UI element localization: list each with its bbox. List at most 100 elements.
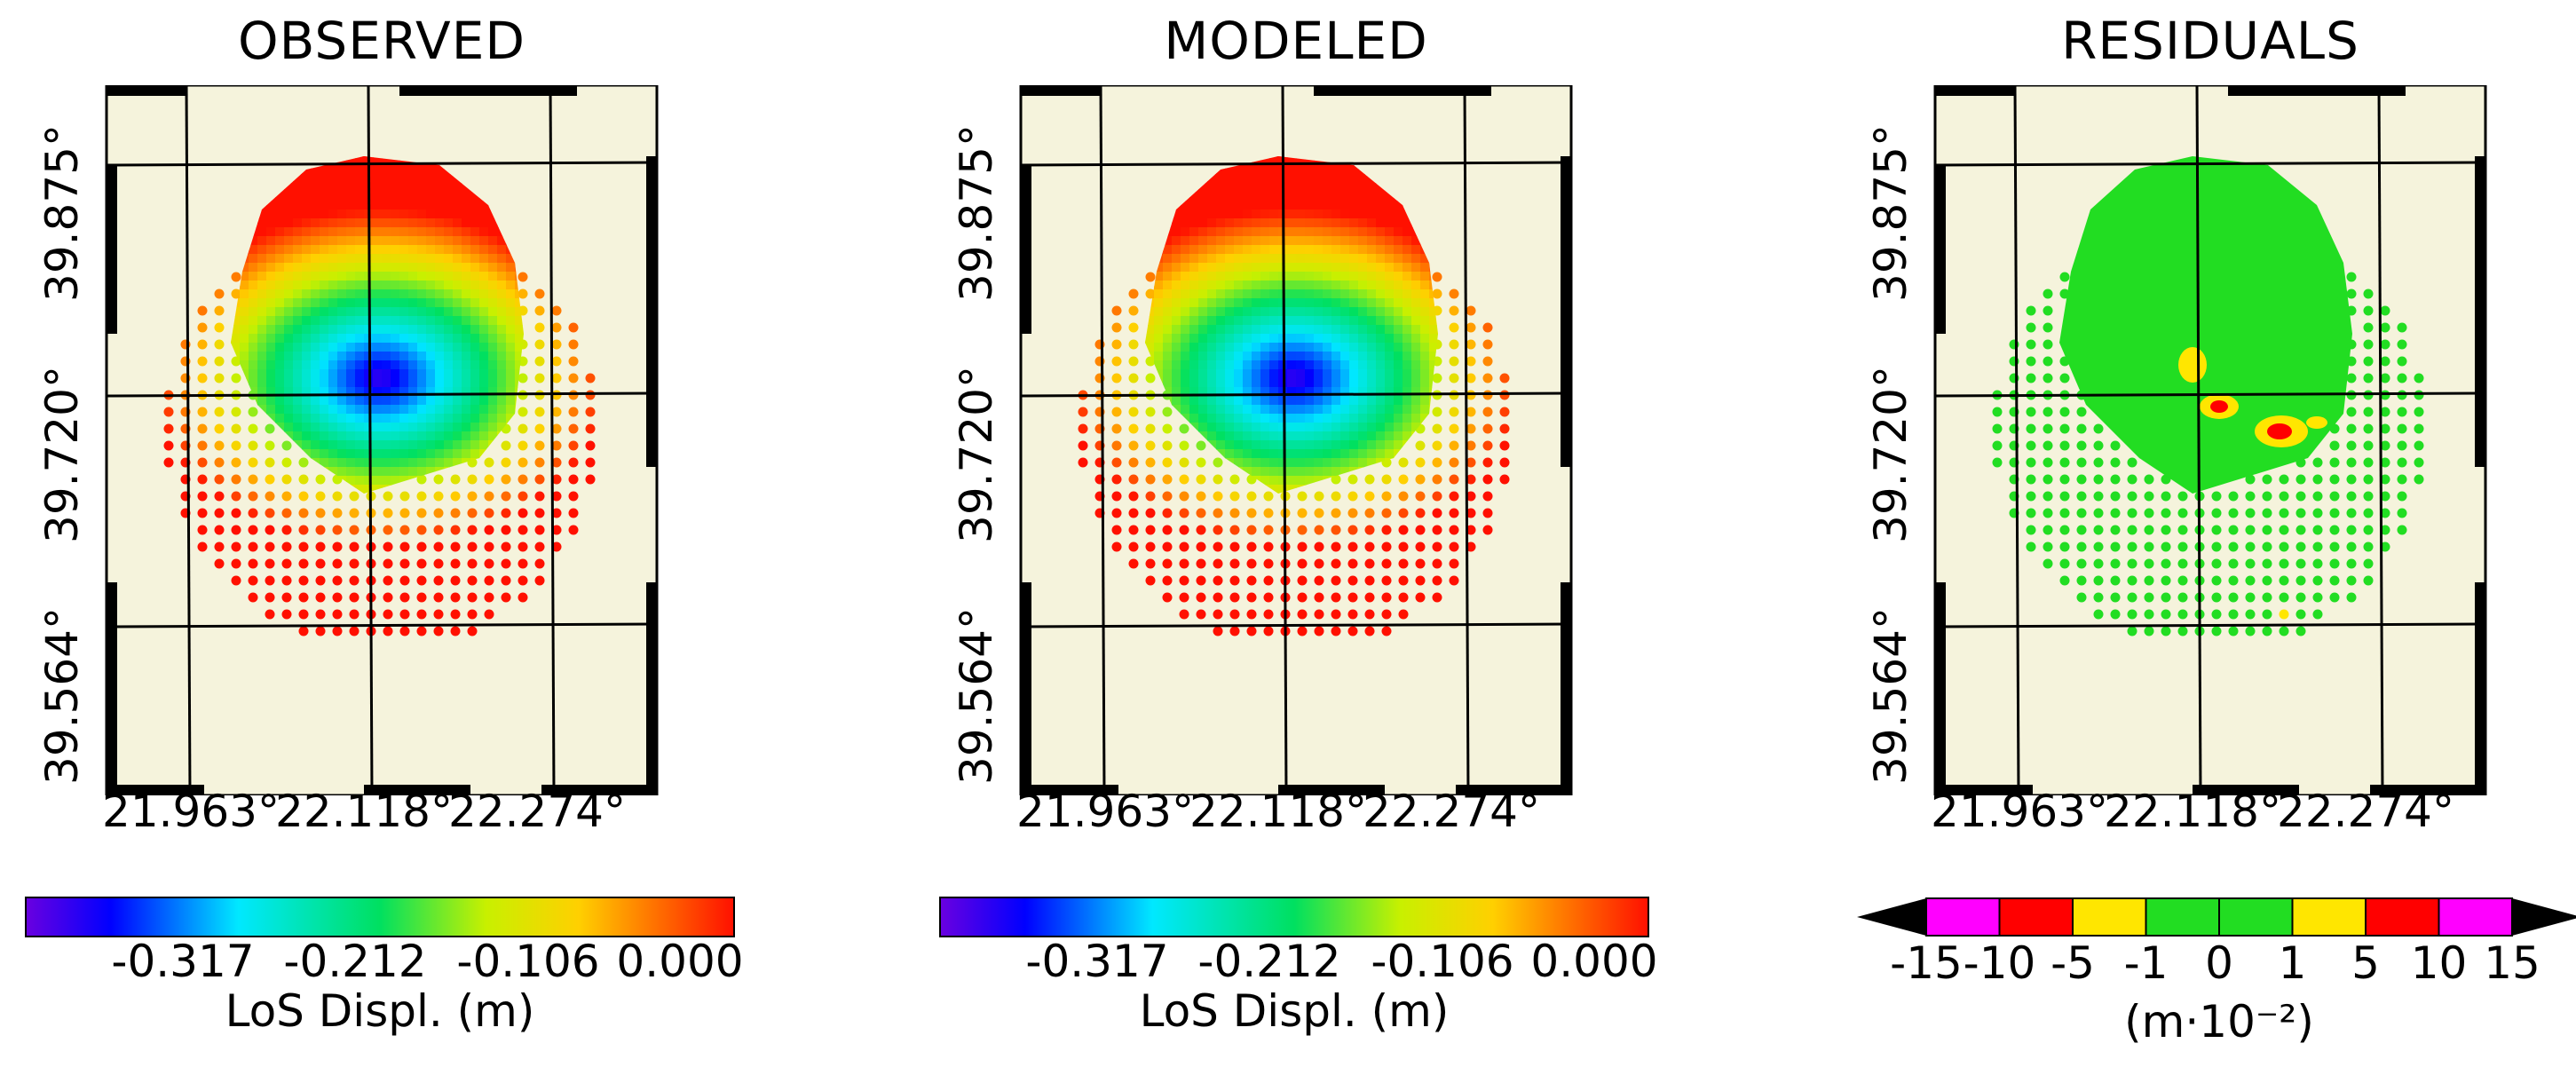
displacement-cell [1340,387,1350,397]
displacement-cell [275,209,285,219]
sample-point [281,457,292,468]
displacement-cell [302,369,312,379]
displacement-cell [1269,307,1279,317]
displacement-cell [1172,316,1181,326]
sample-point [585,407,596,417]
displacement-cell [1243,396,1252,406]
displacement-cell [1207,414,1217,423]
displacement-cell [479,423,489,432]
displacement-cell [1287,378,1297,388]
sample-point [2397,373,2407,383]
displacement-cell [382,289,391,299]
sample-point [2211,525,2222,535]
sample-point [2295,525,2306,535]
colorbar-tick-label: -0.106 [1371,936,1514,987]
displacement-cell [249,360,258,370]
sample-point [2228,491,2239,502]
displacement-cell [328,405,338,415]
displacement-cell [1225,245,1235,255]
displacement-cell [1225,334,1235,344]
map-frame-segment [399,85,577,96]
displacement-cell [284,209,294,219]
sample-point [2262,491,2272,502]
displacement-cell [426,387,436,397]
sample-point [1482,525,1493,535]
displacement-cell [506,405,516,415]
displacement-cell [249,387,258,397]
displacement-cell [1349,360,1359,370]
displacement-cell [1394,396,1403,406]
displacement-cell [275,192,285,202]
displacement-cell [1269,254,1279,264]
displacement-cell [497,387,507,397]
displacement-cell [346,325,356,335]
displacement-cell [1189,423,1199,432]
displacement-cell [1429,343,1438,352]
sample-point [2279,626,2289,636]
displacement-cell [355,423,365,432]
displacement-cell [346,360,356,370]
displacement-cell [355,387,365,397]
sample-point [2245,491,2256,502]
displacement-cell [1163,334,1173,344]
displacement-cell [1323,352,1332,361]
displacement-cell [1163,236,1173,246]
displacement-cell [1243,325,1252,335]
sample-point [315,525,326,535]
lat-tick-label: 39.564° [1865,607,1916,785]
sample-point [1229,541,1240,552]
displacement-cell [1189,281,1199,290]
sample-point [1213,626,1223,636]
sample-point [467,525,478,535]
displacement-cell [1198,307,1208,317]
displacement-cell [1367,414,1377,423]
displacement-cell [337,369,347,379]
sample-point [1432,474,1442,485]
displacement-cell [1305,289,1315,299]
sample-point [1297,491,1308,502]
displacement-cell [311,405,320,415]
displacement-cell [266,378,276,388]
displacement-cell [257,387,267,397]
displacement-cell [1163,360,1173,370]
displacement-cell [497,343,507,352]
displacement-cell [311,289,320,299]
displacement-cell [328,298,338,308]
displacement-cell [1411,272,1421,281]
displacement-cell [1181,405,1190,415]
sample-point [2211,541,2222,552]
displacement-cell [1314,298,1324,308]
displacement-cell [435,360,445,370]
sample-point [248,592,258,603]
displacement-cell [311,343,320,352]
sample-point [1482,339,1493,350]
displacement-cell [1331,307,1341,317]
sample-point [2279,609,2289,620]
sample-point [416,491,427,502]
displacement-cell [346,414,356,423]
displacement-cell [1314,209,1324,219]
sample-point [2363,322,2374,333]
displacement-cell [497,289,507,299]
displacement-cell [1189,334,1199,344]
displacement-cell [1403,369,1412,379]
displacement-cell [1340,245,1350,255]
sample-point [2161,575,2171,586]
sample-point [197,525,208,535]
displacement-cell [373,343,383,352]
displacement-cell [320,449,329,459]
displacement-cell [1296,476,1306,486]
lon-tick-label: 22.274° [448,786,626,837]
displacement-cell [1376,423,1386,432]
sample-point [1263,558,1274,569]
displacement-cell [293,227,303,237]
displacement-cell [1349,263,1359,273]
sample-point [2043,289,2053,299]
displacement-cell [408,414,418,423]
sample-point [1162,575,1173,586]
colorbar-segment [1925,897,2001,937]
displacement-cell [1385,263,1395,273]
sample-point [1364,558,1375,569]
displacement-cell [364,467,374,477]
sample-point [197,440,208,451]
